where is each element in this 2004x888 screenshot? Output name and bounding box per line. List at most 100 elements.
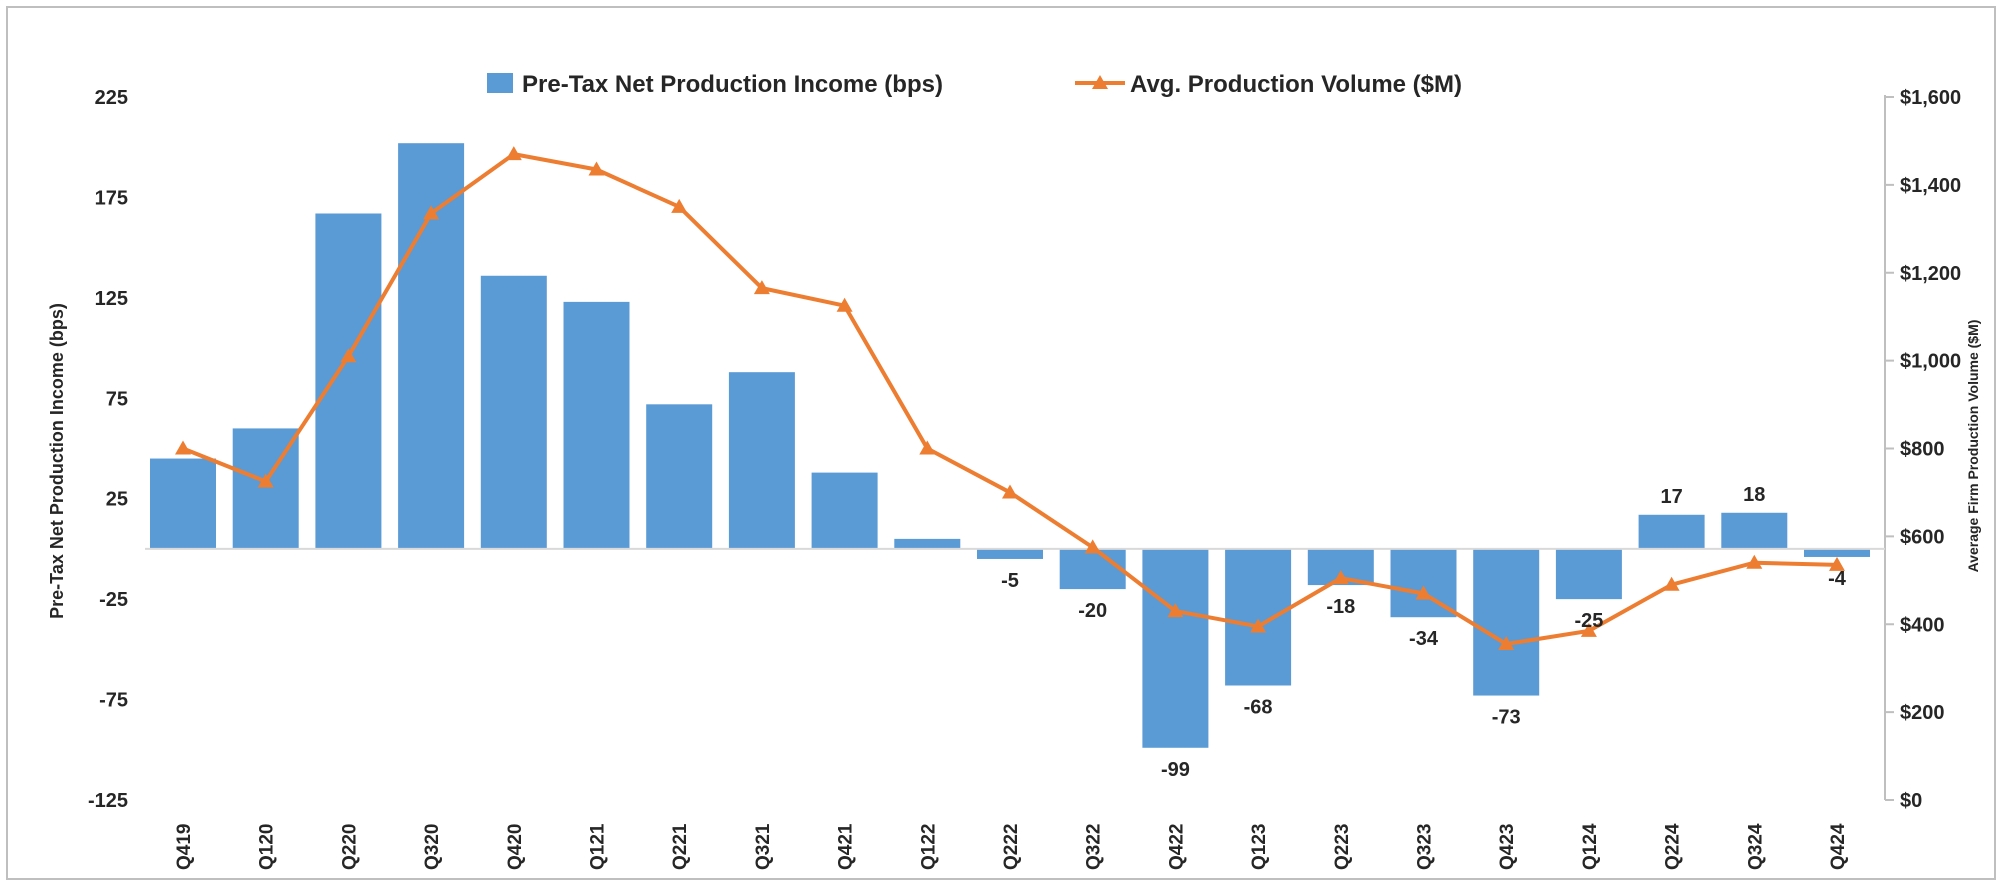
y2-tick-label: $800 [1900, 439, 1945, 461]
bar-Q419 [150, 458, 216, 549]
legend-label-bars: Pre-Tax Net Production Income (bps) [522, 71, 943, 98]
bar-Q221 [646, 404, 713, 549]
x-tick-label: Q423 [1497, 824, 1518, 870]
data-label-Q222: -5 [1001, 570, 1019, 592]
x-tick-label: Q220 [339, 824, 360, 870]
y-tick-label: -75 [99, 690, 128, 712]
y2-tick-label: $1,200 [1900, 263, 1961, 285]
bar-Q423 [1473, 548, 1540, 696]
line-marker-Q420 [505, 146, 522, 161]
line-marker-Q419 [175, 440, 191, 455]
data-label-Q224: 17 [1660, 486, 1682, 508]
bar-Q320 [398, 143, 465, 549]
bar-Q121 [563, 301, 630, 549]
bar-Q123 [1225, 548, 1292, 686]
data-label-Q324: 18 [1743, 484, 1765, 506]
bar-Q424 [1804, 548, 1870, 557]
line-marker-Q323 [1415, 585, 1432, 600]
y-axis-title: Pre-Tax Net Production Income (bps) [47, 303, 67, 619]
x-tick-label: Q121 [588, 823, 609, 870]
legend: Pre-Tax Net Production Income (bps) Avg.… [487, 71, 1462, 98]
data-label-Q323: -34 [1409, 628, 1439, 650]
bar-Q322 [1059, 548, 1126, 590]
bar-Q224 [1638, 514, 1705, 549]
y-tick-label: -25 [99, 589, 128, 611]
y2-tick-label: $0 [1900, 790, 1922, 812]
line-marker-Q224 [1663, 576, 1680, 591]
bar-Q124 [1555, 548, 1622, 600]
bar-Q420 [480, 275, 547, 549]
bar-series [150, 143, 1870, 748]
data-label-Q123: -68 [1244, 697, 1273, 719]
x-tick-label: Q422 [1166, 824, 1187, 870]
x-tick-label: Q321 [753, 823, 774, 870]
bar-Q321 [728, 372, 795, 549]
x-tick-label: Q420 [505, 824, 526, 870]
bar-Q324 [1721, 512, 1788, 549]
line-marker-Q123 [1250, 618, 1267, 633]
x-tick-label: Q424 [1828, 823, 1849, 870]
y2-tick-label: $400 [1900, 614, 1945, 636]
x-tick-label: Q120 [257, 824, 278, 870]
x-tick-label: Q421 [836, 823, 857, 870]
y2-tick-label: $200 [1900, 702, 1945, 724]
x-tick-label: Q324 [1745, 823, 1766, 870]
y2-tick-label: $600 [1900, 526, 1945, 548]
y-tick-label: 25 [106, 489, 128, 511]
y2-tick-label: $1,000 [1900, 351, 1961, 373]
line-marker-Q324 [1746, 554, 1763, 569]
line-marker-Q124 [1580, 622, 1597, 637]
data-label-Q322: -20 [1078, 600, 1107, 622]
line-marker-Q122 [919, 440, 936, 455]
bar-Q222 [977, 548, 1043, 559]
line-marker-Q223 [1332, 570, 1349, 585]
line-marker-Q121 [588, 161, 605, 176]
legend-label-line: Avg. Production Volume ($M) [1130, 71, 1462, 98]
y-tick-label: 125 [95, 288, 128, 310]
line-marker-Q421 [836, 297, 853, 312]
x-tick-label: Q222 [1001, 824, 1022, 870]
bar-Q422 [1142, 548, 1209, 748]
y-tick-label: 225 [95, 87, 128, 109]
y-tick-label: 175 [95, 187, 128, 209]
x-tick-label: Q124 [1580, 823, 1601, 870]
line-marker-Q424 [1829, 556, 1845, 571]
bar-Q421 [811, 472, 878, 549]
data-labels: -5 -20 -99 -68 -18 -34 -73 -25 17 18 -4 [1001, 484, 1847, 781]
data-label-Q223: -18 [1326, 596, 1355, 618]
data-label-Q422: -99 [1161, 759, 1190, 781]
bar-Q122 [894, 538, 961, 549]
line-marker-Q120 [257, 473, 274, 488]
line-marker-Q221 [671, 198, 688, 213]
data-label-Q423: -73 [1492, 707, 1521, 729]
y2-tick-label: $1,400 [1900, 175, 1961, 197]
y2-axis-ticks: $1,600 $1,400 $1,200 $1,000 $800 $600 $400 $200… [1885, 87, 1961, 812]
data-label-Q124: -25 [1574, 610, 1603, 632]
x-tick-label: Q122 [918, 824, 939, 870]
y-axis-ticks: 225 175 125 75 25 -25 -75 -125 [88, 87, 128, 812]
x-tick-label: Q223 [1332, 824, 1353, 870]
x-tick-label: Q123 [1249, 824, 1270, 870]
x-tick-label: Q419 [174, 824, 195, 870]
x-tick-label: Q322 [1084, 824, 1105, 870]
data-label-Q424: -4 [1828, 568, 1847, 590]
x-tick-label: Q221 [670, 823, 691, 870]
x-tick-label: Q320 [422, 824, 443, 870]
y-tick-label: -125 [88, 790, 128, 812]
y-tick-label: 75 [106, 388, 128, 410]
x-tick-label: Q323 [1415, 824, 1436, 870]
line-marker-Q222 [1002, 484, 1018, 499]
y2-axis-title: Average Firm Production Volume ($M) [1965, 320, 1981, 573]
legend-marker-line [1092, 75, 1108, 89]
line-marker-Q322 [1084, 539, 1101, 554]
legend-swatch-bars [487, 73, 513, 93]
line-marker-Q423 [1498, 636, 1515, 651]
line-marker-Q220 [340, 348, 357, 363]
line-marker-Q422 [1167, 603, 1184, 618]
x-tick-label: Q224 [1663, 823, 1684, 870]
bar-Q220 [315, 213, 382, 549]
line-marker-Q321 [753, 280, 770, 295]
line-marker-Q320 [423, 205, 440, 220]
x-axis-ticks: Q419 Q120 Q220 Q320 Q420 Q121 Q221 Q321 Q421 Q122… [174, 823, 1849, 870]
